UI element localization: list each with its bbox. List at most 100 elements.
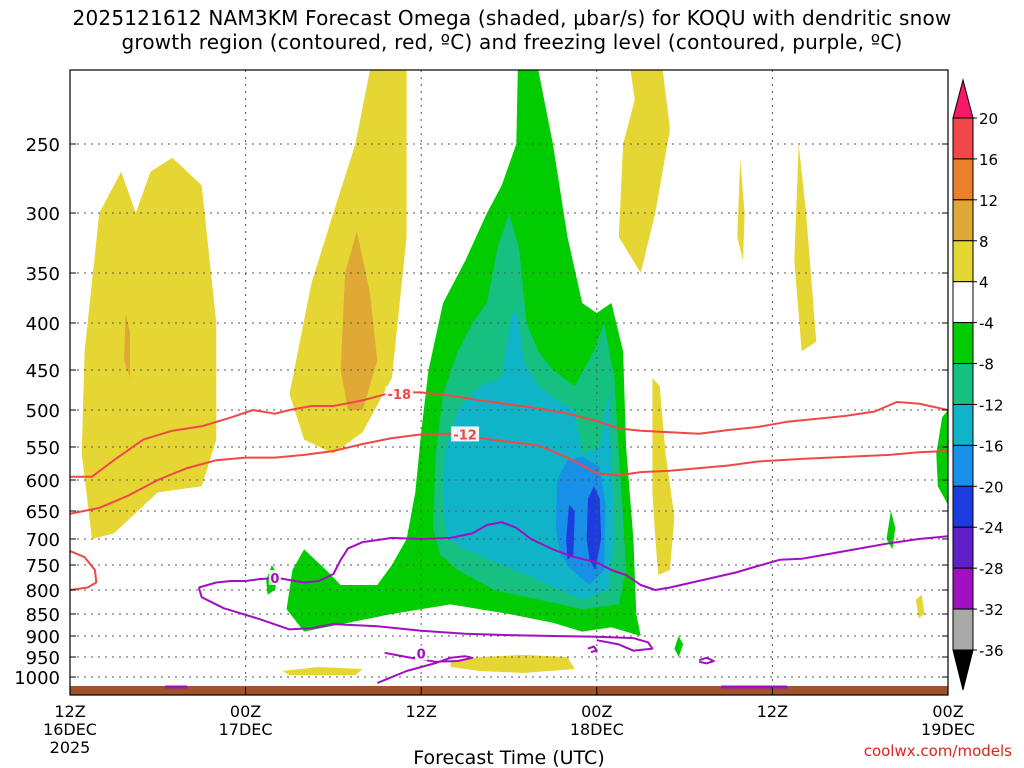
colorbar-label-7: -12 <box>979 396 1004 414</box>
omega-region-pos4-0 <box>81 157 217 540</box>
contour-label-bg-1 <box>451 426 480 442</box>
colorbar-swatch-13 <box>952 608 974 651</box>
contour--18 <box>70 391 948 478</box>
y-tick-label-600: 600 <box>26 471 60 492</box>
chart-title-line2: growth region (contoured, red, ºC) and f… <box>121 30 903 54</box>
x-tick-label-0-3: 2025 <box>50 738 91 757</box>
x-axis-label: Forecast Time (UTC) <box>413 747 604 768</box>
colorbar-swatch-6 <box>952 322 974 365</box>
colorbar-label-6: -8 <box>979 356 994 374</box>
y-tick-label-250: 250 <box>26 135 60 156</box>
x-tick-label-60-2: 19DEC <box>921 720 975 739</box>
colorbar-swatch-9 <box>952 444 974 487</box>
colorbar-swatch-10 <box>952 485 974 528</box>
contour-label-layer: -18 -12 0 0 <box>268 386 480 663</box>
y-tick-label-300: 300 <box>26 204 60 225</box>
colorbar-swatch-5 <box>952 281 974 324</box>
contour-layer <box>70 391 948 684</box>
x-tick-label-24-1: 12Z <box>406 702 437 721</box>
omega-region-neg20-20 <box>566 504 575 560</box>
colorbar-swatch-3 <box>952 199 974 242</box>
omega-region-neg20-19 <box>586 486 602 570</box>
colorbar-top-arrow <box>952 78 974 119</box>
omega-region-pos4-6 <box>737 157 745 261</box>
y-tick-label-750: 750 <box>26 556 60 577</box>
contour-label-bg-5 <box>415 645 428 661</box>
colorbar-label-12: -32 <box>979 601 1004 619</box>
y-tick-label-650: 650 <box>26 502 60 523</box>
x-tick-label-12-1: 00Z <box>230 702 261 721</box>
omega-region-pos8-1 <box>124 313 130 378</box>
omega-region-neg4-13 <box>674 636 684 657</box>
colorbar-swatch-4 <box>952 240 974 283</box>
x-tick-label-48-1: 12Z <box>757 702 788 721</box>
contour-label-0-low: 0 <box>417 648 426 663</box>
x-tick-label-36-1: 00Z <box>581 702 612 721</box>
colorbar-swatch-2 <box>952 158 974 201</box>
omega-region-pos4-2 <box>289 70 407 454</box>
x-tick-label-36-2: 18DEC <box>570 720 624 739</box>
colorbar-swatch-7 <box>952 363 974 405</box>
colorbar-label-2: 12 <box>979 192 998 210</box>
y-tick-label-450: 450 <box>26 361 60 382</box>
contour-0-main <box>198 521 948 591</box>
y-tick-label-950: 950 <box>26 648 60 669</box>
contour--12 <box>70 432 948 515</box>
contour--12-low <box>70 550 98 591</box>
omega-shading-layer <box>70 70 948 695</box>
contour-label-0-main: 0 <box>270 572 279 587</box>
omega-region-pos4-10 <box>915 594 925 619</box>
y-tick-label-900: 900 <box>26 627 60 648</box>
colorbar-swatch-12 <box>952 567 974 610</box>
colorbar-swatch-11 <box>952 526 974 569</box>
colorbar-label-10: -24 <box>979 519 1004 537</box>
colorbar-swatch-8 <box>952 403 974 446</box>
colorbar-swatch-1 <box>952 117 974 160</box>
y-tick-label-400: 400 <box>26 314 60 335</box>
axes-layer: 2503003504004505005506006507007508008509… <box>14 69 975 757</box>
x-tick-label-12-2: 17DEC <box>219 720 273 739</box>
colorbar-label-0: 20 <box>979 110 998 128</box>
x-tick-label-0-1: 12Z <box>54 702 85 721</box>
colorbar-label-3: 8 <box>979 233 989 251</box>
colorbar: 20 16 12 8 4 -4 -8 -12 -16 -20 -24 -28 -32 -36 <box>952 78 1004 691</box>
y-tick-label-800: 800 <box>26 581 60 602</box>
colorbar-label-13: -36 <box>979 642 1004 660</box>
omega-region-pos4-4 <box>618 70 670 273</box>
contour-label-bg-0 <box>385 386 414 401</box>
omega-region-pos4-5 <box>794 144 817 352</box>
chart-title-line1: 2025121612 NAM3KM Forecast Omega (shaded… <box>72 6 952 30</box>
contour-0-small <box>698 656 715 665</box>
contour-0-small2 <box>587 645 598 653</box>
omega-region-neg4-14 <box>936 410 948 505</box>
omega-region-pos4-7 <box>652 378 675 575</box>
contour-label-bg-3 <box>268 570 281 585</box>
y-tick-label-500: 500 <box>26 401 60 422</box>
y-tick-label-850: 850 <box>26 605 60 626</box>
colorbar-label-8: -16 <box>979 437 1004 455</box>
omega-region-pos4-8 <box>450 654 575 673</box>
y-tick-label-700: 700 <box>26 530 60 551</box>
colorbar-label-9: -20 <box>979 478 1004 496</box>
y-tick-label-350: 350 <box>26 264 60 285</box>
colorbar-bottom-arrow <box>952 649 974 691</box>
ground-surface <box>70 686 948 695</box>
contour-label--18: -18 <box>388 388 412 403</box>
y-tick-label-550: 550 <box>26 438 60 459</box>
x-tick-label-0-2: 16DEC <box>43 720 97 739</box>
y-tick-label-1000: 1000 <box>14 668 60 689</box>
colorbar-label-5: -4 <box>979 315 994 333</box>
x-tick-label-60-1: 00Z <box>932 702 963 721</box>
colorbar-label-1: 16 <box>979 151 998 169</box>
colorbar-label-4: 4 <box>979 274 989 292</box>
contour-label--12: -12 <box>453 428 477 443</box>
contour-0-loop <box>197 587 654 652</box>
source-credit[interactable]: coolwx.com/models <box>863 742 1012 760</box>
omega-region-pos4-9 <box>282 667 363 675</box>
colorbar-label-11: -28 <box>979 560 1004 578</box>
plot-frame <box>69 69 949 696</box>
omega-region-pos8-3 <box>340 231 378 410</box>
omega-region-neg4-15 <box>886 511 896 550</box>
